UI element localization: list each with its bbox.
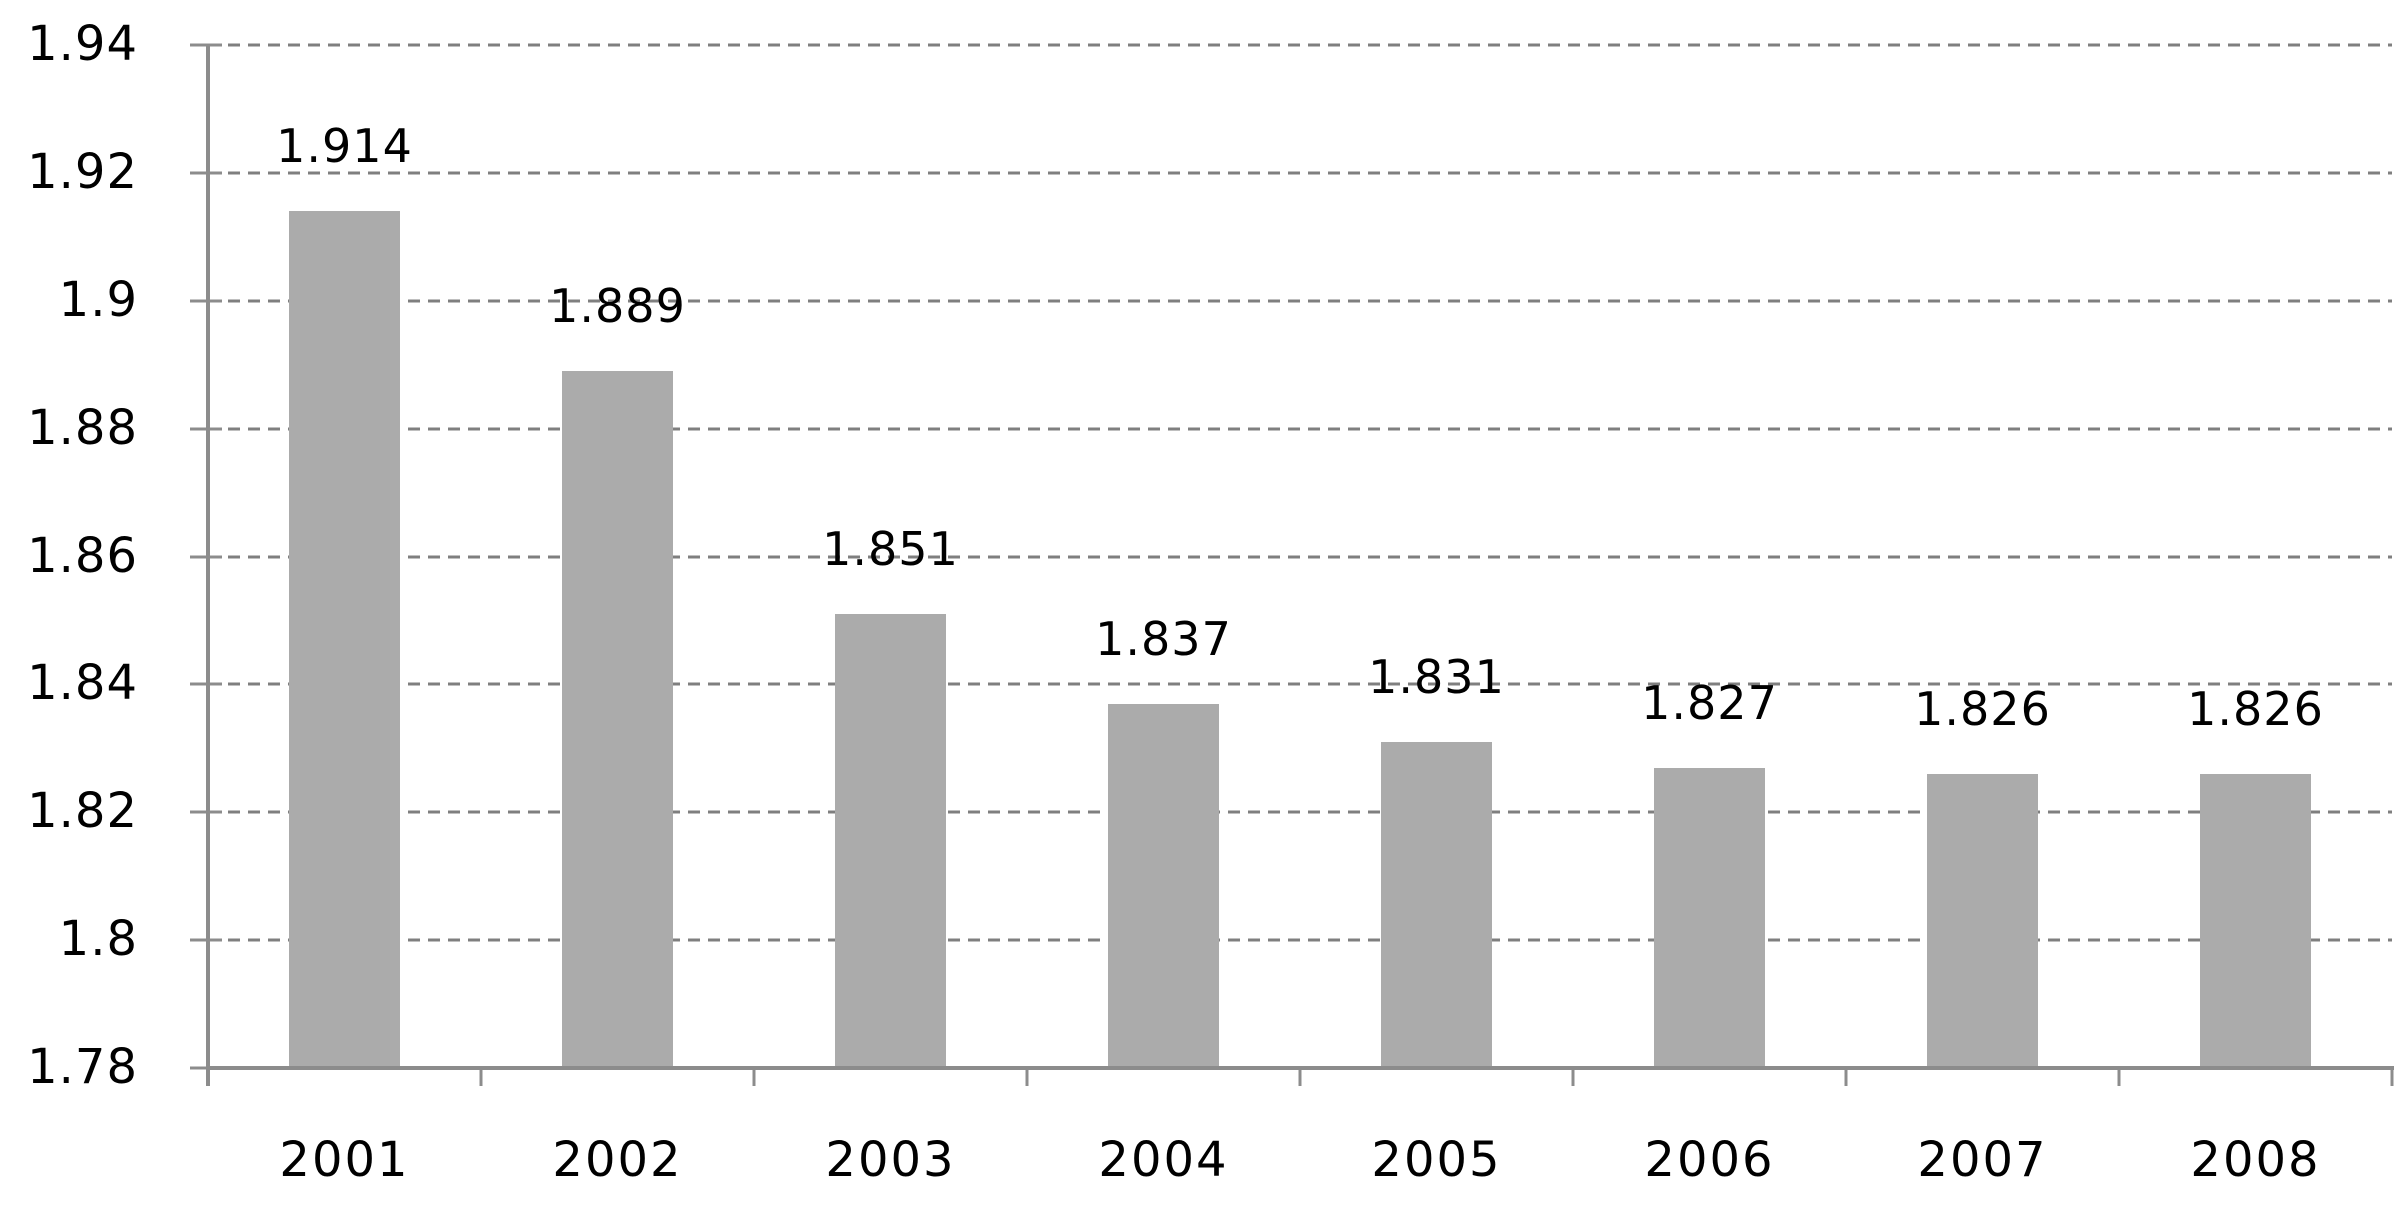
bar-value-label: 1.831: [1368, 649, 1505, 704]
y-tick-label: 1.84: [27, 655, 138, 712]
bar-value-label: 1.826: [1914, 681, 2051, 736]
y-tick-label: 1.86: [27, 527, 138, 584]
y-tick-mark: [190, 43, 222, 47]
x-axis-line: [206, 1066, 2394, 1070]
gridline: [208, 427, 2392, 431]
y-tick-label: 1.92: [27, 143, 138, 200]
y-tick-label: 1.94: [27, 15, 138, 72]
bar: [1107, 703, 1220, 1068]
y-tick-label: 1.82: [27, 783, 138, 840]
bar: [1926, 773, 2039, 1068]
bar-value-label: 1.827: [1641, 675, 1778, 730]
gridline: [208, 682, 2392, 686]
y-axis-line: [206, 45, 210, 1086]
bar: [561, 371, 674, 1068]
gridline: [208, 810, 2392, 814]
plot-area: 1.914 2001 1.889 2002 1.851 2003 1.837 2004 1.83…: [190, 43, 2394, 1184]
y-tick-mark: [190, 938, 222, 942]
bar-value-label: 1.914: [276, 119, 413, 174]
y-tick-label: 1.88: [27, 399, 138, 456]
y-tick-mark: [190, 427, 222, 431]
y-tick-mark: [190, 299, 222, 303]
x-category-label: 2004: [1098, 1132, 1229, 1188]
x-category-label: 2006: [1644, 1132, 1775, 1188]
y-tick-mark: [190, 555, 222, 558]
x-tick-mark: [752, 1068, 756, 1086]
gridline: [208, 299, 2392, 303]
y-tick-label: 1.9: [58, 271, 138, 328]
y-tick-label: 1.8: [58, 911, 138, 968]
bar: [834, 614, 947, 1068]
bar: [1380, 741, 1493, 1068]
y-axis-labels: 1.94 1.92 1.9 1.88 1.86 1.84 1.82 1.8 1.78: [0, 16, 138, 1095]
x-category-label: 2002: [552, 1132, 683, 1188]
bar-value-label: 1.851: [822, 522, 959, 577]
bar: [1653, 767, 1766, 1068]
x-category-label: 2008: [2190, 1132, 2321, 1188]
x-tick-mark: [1844, 1068, 1848, 1086]
x-category-label: 2001: [279, 1132, 410, 1188]
y-tick-mark: [190, 810, 222, 814]
bar: [2199, 773, 2312, 1068]
x-category-label: 2003: [825, 1132, 956, 1188]
x-tick-mark: [1025, 1068, 1029, 1086]
y-tick-mark: [190, 171, 222, 175]
x-category-label: 2005: [1371, 1132, 1502, 1188]
bar-value-label: 1.826: [2187, 681, 2324, 736]
bar-value-label: 1.837: [1095, 611, 1232, 666]
bar: [288, 211, 401, 1068]
x-tick-mark: [1571, 1068, 1575, 1086]
gridline: [208, 555, 2392, 558]
y-tick-label: 1.78: [27, 1038, 138, 1095]
x-tick-mark: [1298, 1068, 1302, 1086]
gridline: [208, 43, 2392, 47]
x-tick-mark: [2390, 1068, 2394, 1086]
x-category-label: 2007: [1917, 1132, 2048, 1188]
gridline: [208, 938, 2392, 942]
x-tick-mark: [479, 1068, 483, 1086]
x-tick-mark: [2117, 1068, 2121, 1086]
bar-value-label: 1.889: [549, 279, 686, 334]
gridline: [208, 171, 2392, 175]
y-tick-mark: [190, 682, 222, 686]
